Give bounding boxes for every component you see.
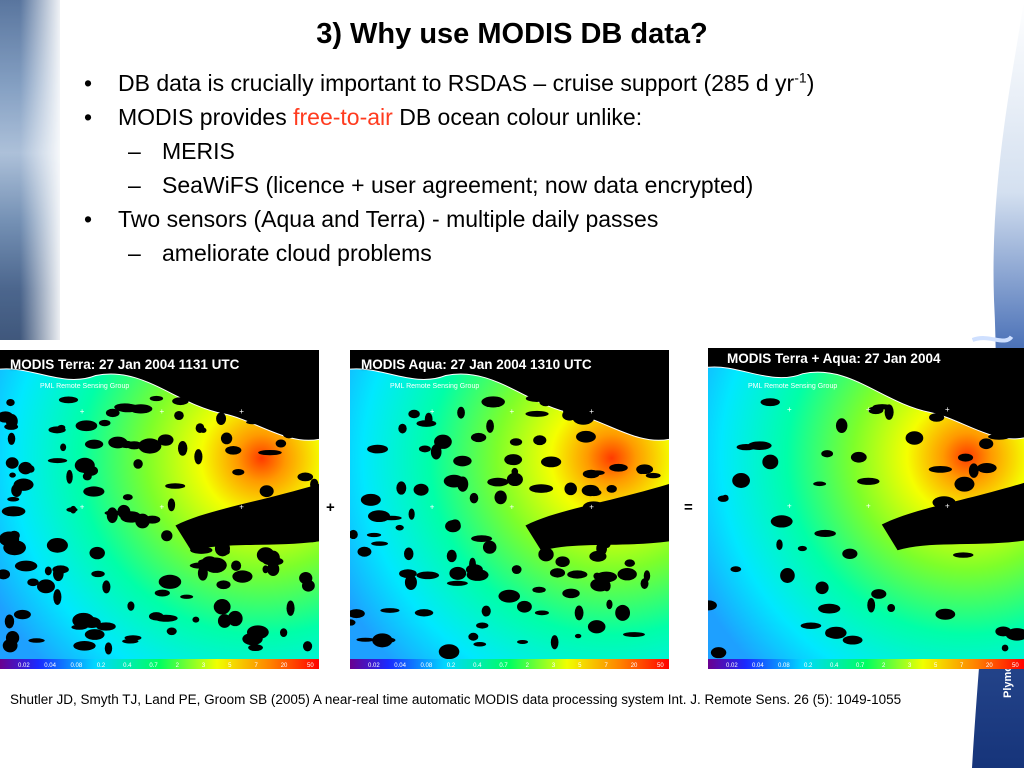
sub-bullet-marker: – bbox=[128, 138, 141, 164]
svg-text:+: + bbox=[787, 502, 792, 511]
bullet-item: • DB data is crucially important to RSDAS… bbox=[84, 69, 815, 96]
colorbar-tick-label: 0.08 bbox=[71, 663, 83, 669]
colorbar-tick-label: 0.2 bbox=[447, 663, 456, 669]
colorbar-tick-label: 0.4 bbox=[473, 663, 482, 669]
svg-text:+: + bbox=[589, 407, 594, 416]
colorbar-tick-label: 0.04 bbox=[44, 663, 56, 669]
colorbar-tick-label: 0.08 bbox=[421, 663, 433, 669]
colorbar-tick-label: 0.7 bbox=[499, 663, 508, 669]
citation: Shutler JD, Smyth TJ, Land PE, Groom SB … bbox=[10, 692, 902, 707]
slide-title: 3) Why use MODIS DB data? bbox=[316, 18, 708, 50]
highlight-text: free-to-air bbox=[293, 104, 393, 130]
sub-bullet-marker: – bbox=[128, 240, 141, 266]
colorbar-tick-label: 0.4 bbox=[830, 663, 839, 669]
svg-text:+: + bbox=[510, 407, 515, 416]
svg-text:+: + bbox=[80, 503, 85, 512]
colorbar bbox=[0, 659, 319, 669]
colorbar-tick-label: 20 bbox=[631, 663, 638, 669]
satellite-image-aqua: + + + + + + PML Remote Sensing Group 0.02 0.04 0.… bbox=[350, 350, 669, 669]
colorbar-tick-label: 0.7 bbox=[856, 663, 865, 669]
colorbar-tick-label: 0.02 bbox=[18, 663, 30, 669]
svg-text:+: + bbox=[945, 502, 950, 511]
svg-text:+: + bbox=[430, 407, 435, 416]
sub-bullet-item: – ameliorate cloud problems bbox=[128, 240, 432, 266]
colorbar-tick-label: 0.02 bbox=[368, 663, 380, 669]
colorbar-tick-label: 2 bbox=[526, 663, 530, 669]
svg-text:+: + bbox=[239, 503, 244, 512]
svg-text:+: + bbox=[160, 407, 165, 416]
colorbar-tick-label: 0.04 bbox=[752, 663, 764, 669]
colorbar-tick-label: 2 bbox=[882, 663, 886, 669]
satellite-image-terra: + + + + + + PML Remote Sensing Group 0.02 0.04 0.… bbox=[0, 350, 319, 669]
group-label: PML Remote Sensing Group bbox=[390, 383, 479, 390]
satellite-image-combined: + + + + + + PML Remote Sensing Group 0.02 0.04 0.… bbox=[708, 348, 1024, 669]
colorbar-tick-label: 20 bbox=[281, 663, 288, 669]
colorbar-tick-label: 0.02 bbox=[726, 663, 738, 669]
colorbar-tick-label: 2 bbox=[176, 663, 180, 669]
colorbar-tick-label: 5 bbox=[934, 663, 938, 669]
colorbar bbox=[350, 659, 669, 669]
left-decorative-photo bbox=[0, 0, 60, 340]
bullet-item: • Two sensors (Aqua and Terra) - multiple… bbox=[84, 206, 659, 232]
colorbar-tick-label: 3 bbox=[908, 663, 912, 669]
sub-bullet-item: – SeaWiFS (licence + user agreement; now … bbox=[128, 172, 754, 198]
colorbar-tick-label: 5 bbox=[228, 663, 232, 669]
svg-text:+: + bbox=[866, 405, 871, 414]
colorbar-tick-label: 3 bbox=[552, 663, 556, 669]
equals-operator: = bbox=[684, 499, 693, 516]
image-label-combined: MODIS Terra + Aqua: 27 Jan 2004 bbox=[727, 351, 941, 366]
sub-bullet-marker: – bbox=[128, 172, 141, 198]
colorbar-tick-label: 50 bbox=[1012, 663, 1019, 669]
svg-text:+: + bbox=[945, 405, 950, 414]
colorbar-tick-label: 7 bbox=[604, 663, 608, 669]
colorbar-tick-label: 7 bbox=[254, 663, 258, 669]
group-label: PML Remote Sensing Group bbox=[748, 383, 837, 390]
colorbar-tick-label: 3 bbox=[202, 663, 206, 669]
colorbar-tick-label: 0.04 bbox=[394, 663, 406, 669]
svg-text:+: + bbox=[80, 407, 85, 416]
colorbar-tick-label: 5 bbox=[578, 663, 582, 669]
colorbar-tick-label: 50 bbox=[307, 663, 314, 669]
colorbar-tick-label: 0.2 bbox=[97, 663, 106, 669]
colorbar-tick-label: 20 bbox=[986, 663, 993, 669]
svg-text:+: + bbox=[787, 405, 792, 414]
svg-text:+: + bbox=[430, 503, 435, 512]
image-label-aqua: MODIS Aqua: 27 Jan 2004 1310 UTC bbox=[361, 357, 592, 372]
colorbar-tick-label: 0.4 bbox=[123, 663, 132, 669]
colorbar-tick-label: 50 bbox=[657, 663, 664, 669]
colorbar-tick-label: 7 bbox=[960, 663, 964, 669]
bullet-marker: • bbox=[84, 70, 93, 96]
svg-text:+: + bbox=[160, 503, 165, 512]
svg-text:+: + bbox=[866, 502, 871, 511]
sub-bullet-item: – MERIS bbox=[128, 138, 235, 164]
svg-text:+: + bbox=[239, 407, 244, 416]
image-label-terra: MODIS Terra: 27 Jan 2004 1131 UTC bbox=[10, 357, 240, 372]
group-label: PML Remote Sensing Group bbox=[40, 383, 129, 390]
bullet-marker: • bbox=[84, 206, 93, 232]
colorbar-tick-label: 0.7 bbox=[149, 663, 158, 669]
svg-text:+: + bbox=[589, 503, 594, 512]
colorbar-tick-label: 0.08 bbox=[778, 663, 790, 669]
bullet-item: • MODIS provides free-to-air DB ocean col… bbox=[84, 104, 643, 130]
colorbar bbox=[708, 659, 1024, 669]
plus-operator: + bbox=[326, 499, 335, 516]
colorbar-tick-label: 0.2 bbox=[804, 663, 813, 669]
bullet-marker: • bbox=[84, 104, 93, 130]
svg-text:+: + bbox=[510, 503, 515, 512]
